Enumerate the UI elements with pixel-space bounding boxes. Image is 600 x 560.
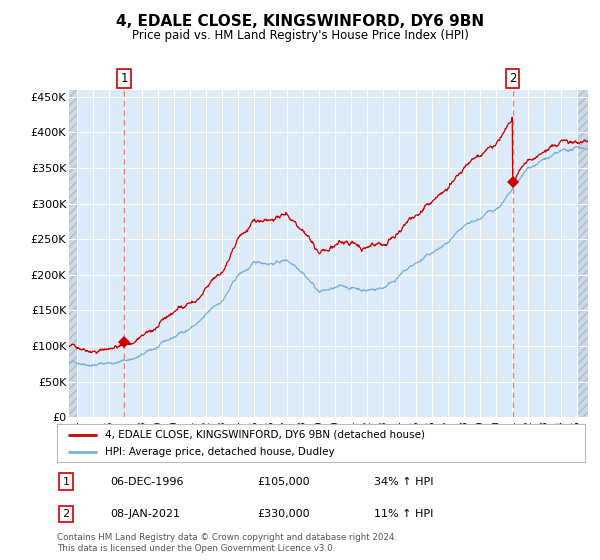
Text: 1: 1 [62,477,70,487]
Text: £330,000: £330,000 [257,509,310,519]
Text: 11% ↑ HPI: 11% ↑ HPI [374,509,433,519]
Text: 34% ↑ HPI: 34% ↑ HPI [374,477,433,487]
Bar [69,90,77,417]
Text: 1: 1 [121,72,128,86]
Text: HPI: Average price, detached house, Dudley: HPI: Average price, detached house, Dudl… [104,447,334,458]
Text: Price paid vs. HM Land Registry's House Price Index (HPI): Price paid vs. HM Land Registry's House … [131,29,469,42]
Text: Contains HM Land Registry data © Crown copyright and database right 2024.
This d: Contains HM Land Registry data © Crown c… [57,533,397,553]
Text: 2: 2 [62,509,70,519]
Text: 2: 2 [509,72,517,86]
Text: 06-DEC-1996: 06-DEC-1996 [110,477,184,487]
Text: 4, EDALE CLOSE, KINGSWINFORD, DY6 9BN (detached house): 4, EDALE CLOSE, KINGSWINFORD, DY6 9BN (d… [104,430,425,440]
Text: 08-JAN-2021: 08-JAN-2021 [110,509,180,519]
Text: 4, EDALE CLOSE, KINGSWINFORD, DY6 9BN: 4, EDALE CLOSE, KINGSWINFORD, DY6 9BN [116,14,484,29]
Text: £105,000: £105,000 [257,477,310,487]
Bar [577,90,588,417]
